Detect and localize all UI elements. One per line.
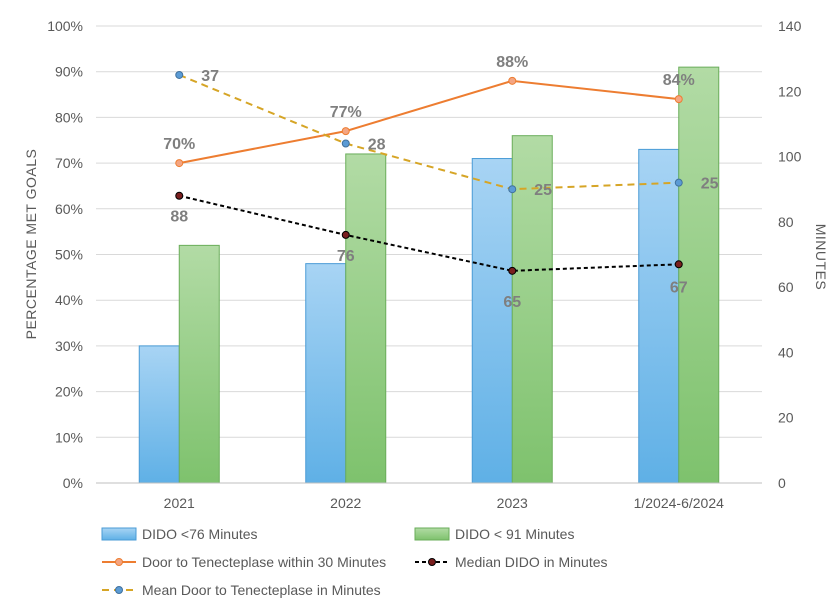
marker-door-to-tnk-30: [341, 127, 350, 136]
data-label-median-dido: 65: [503, 294, 521, 311]
legend-label: Median DIDO in Minutes: [455, 554, 608, 570]
x-tick-label: 2023: [497, 495, 528, 511]
legend-marker: [115, 558, 123, 566]
x-tick-label: 2021: [164, 495, 195, 511]
legend-marker: [428, 558, 436, 566]
left-tick-label: 70%: [55, 155, 83, 171]
line-median-dido: [179, 194, 679, 272]
marker-mean-door-to-tnk: [674, 178, 683, 187]
bar-dido-under-76: [138, 345, 180, 484]
right-tick-label: 60: [778, 279, 794, 295]
lines: [175, 70, 683, 275]
x-tick-label: 1/2024-6/2024: [634, 495, 725, 511]
right-tick-label: 140: [778, 18, 802, 34]
legend-label: DIDO <76 Minutes: [142, 526, 258, 542]
legend: DIDO <76 Minutes DIDO < 91 Minutes Door to…: [101, 526, 608, 598]
left-tick-label: 10%: [55, 429, 83, 445]
line-door-to-tnk-30: [179, 79, 679, 165]
left-tick-label: 0%: [63, 475, 83, 491]
bar-dido-under-76: [638, 148, 680, 484]
left-tick-label: 100%: [47, 18, 83, 34]
left-tick-label: 30%: [55, 338, 83, 354]
data-label-door-to-tnk-30: 77%: [330, 104, 362, 121]
data-label-median-dido: 88: [170, 209, 188, 226]
data-label-median-dido: 76: [337, 248, 355, 265]
bar-dido-under-91: [178, 244, 220, 484]
data-label-mean-door-to-tnk: 25: [534, 182, 552, 199]
legend-label: Mean Door to Tenecteplase in Minutes: [142, 582, 381, 598]
left-tick-label: 50%: [55, 247, 83, 263]
right-tick-label: 20: [778, 410, 794, 426]
left-tick-label: 40%: [55, 292, 83, 308]
right-tick-label: 0: [778, 475, 786, 491]
legend-swatch: [414, 527, 450, 541]
data-label-mean-door-to-tnk: 28: [368, 137, 386, 154]
line-mean-door-to-tnk: [178, 74, 679, 191]
left-tick-label: 80%: [55, 109, 83, 125]
marker-mean-door-to-tnk: [341, 139, 350, 148]
right-axis-title: MINUTES: [813, 224, 829, 291]
marker-median-dido: [674, 260, 683, 269]
bars: [138, 66, 720, 484]
marker-door-to-tnk-30: [508, 76, 517, 85]
right-tick-label: 80: [778, 214, 794, 230]
data-label-door-to-tnk-30: 84%: [663, 72, 695, 89]
data-label-median-dido: 67: [670, 279, 688, 296]
bar-dido-under-91: [678, 66, 720, 484]
legend-swatch: [101, 527, 137, 541]
x-tick-label: 2022: [330, 495, 361, 511]
marker-median-dido: [175, 191, 184, 200]
marker-door-to-tnk-30: [674, 95, 683, 104]
data-labels: 70% 77% 88% 84% 88 76 65 67 37 28 25 25: [163, 54, 718, 311]
marker-mean-door-to-tnk: [175, 70, 184, 79]
data-label-door-to-tnk-30: 88%: [496, 54, 528, 71]
marker-mean-door-to-tnk: [508, 185, 517, 194]
data-label-door-to-tnk-30: 70%: [163, 136, 195, 153]
left-tick-label: 60%: [55, 201, 83, 217]
data-label-mean-door-to-tnk: 25: [701, 176, 719, 193]
marker-median-dido: [508, 266, 517, 275]
legend-marker: [115, 586, 123, 594]
bar-dido-under-76: [471, 158, 513, 484]
bar-dido-under-91: [511, 135, 553, 484]
right-tick-label: 100: [778, 149, 802, 165]
data-label-mean-door-to-tnk: 37: [201, 68, 219, 85]
legend-label: DIDO < 91 Minutes: [455, 526, 574, 542]
right-tick-label: 120: [778, 83, 802, 99]
bar-dido-under-91: [345, 153, 387, 484]
bar-dido-under-76: [305, 263, 347, 484]
marker-door-to-tnk-30: [175, 159, 184, 168]
left-tick-label: 20%: [55, 384, 83, 400]
left-axis-title: PERCENTAGE MET GOALS: [23, 149, 39, 340]
left-tick-label: 90%: [55, 64, 83, 80]
right-tick-label: 40: [778, 344, 794, 360]
marker-median-dido: [341, 230, 350, 239]
axes: 0% 10% 20% 30% 40% 50% 60% 70% 80% 90% 100% 0 20 40 60…: [47, 18, 801, 511]
legend-label: Door to Tenecteplase within 30 Minutes: [142, 554, 386, 570]
